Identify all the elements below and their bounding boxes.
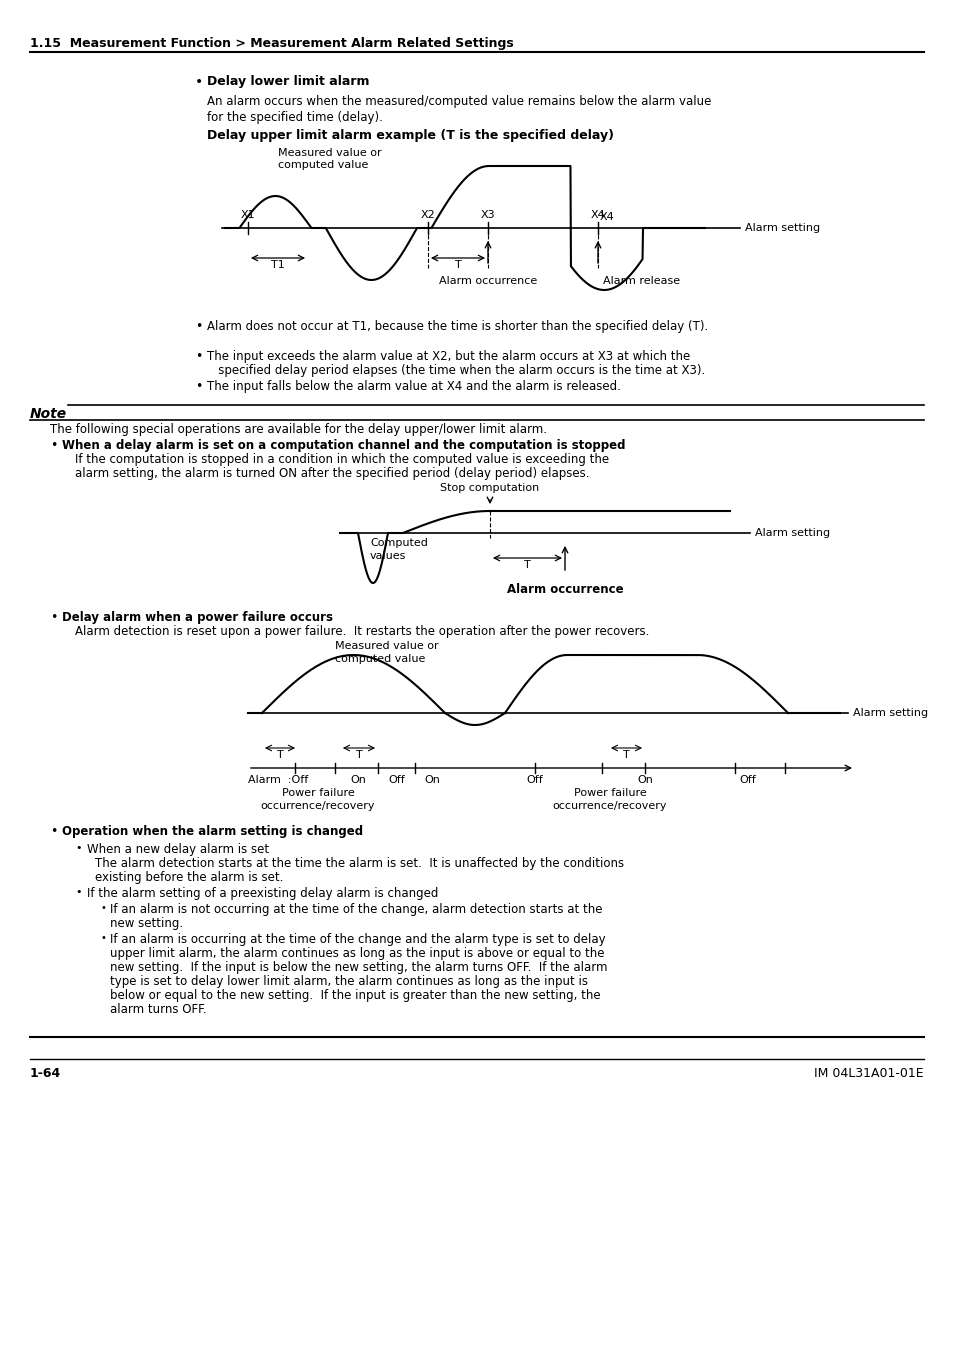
Text: 1.15  Measurement Function > Measurement Alarm Related Settings: 1.15 Measurement Function > Measurement … [30,36,514,50]
Text: Alarm setting: Alarm setting [754,528,829,538]
Text: X3: X3 [480,209,495,220]
Text: When a new delay alarm is set: When a new delay alarm is set [87,843,269,857]
Text: If the alarm setting of a preexisting delay alarm is changed: If the alarm setting of a preexisting de… [87,888,438,900]
Text: Alarm setting: Alarm setting [852,708,927,717]
Text: Alarm occurrence: Alarm occurrence [506,584,622,596]
Text: •: • [100,934,106,943]
Text: new setting.: new setting. [110,917,183,929]
Text: Delay lower limit alarm: Delay lower limit alarm [207,76,369,88]
Text: An alarm occurs when the measured/computed value remains below the alarm value: An alarm occurs when the measured/comput… [207,95,711,108]
Text: Delay upper limit alarm example (T is the specified delay): Delay upper limit alarm example (T is th… [207,128,614,142]
Text: Alarm setting: Alarm setting [744,223,820,232]
Text: Alarm  :Off: Alarm :Off [248,775,308,785]
Text: If the computation is stopped in a condition in which the computed value is exce: If the computation is stopped in a condi… [75,453,608,466]
Text: Power failure: Power failure [573,788,646,798]
Text: •: • [100,902,106,913]
Text: T: T [455,259,461,270]
Text: T: T [622,750,629,761]
Text: T: T [355,750,362,761]
Text: computed value: computed value [335,654,425,663]
Text: On: On [637,775,652,785]
Text: alarm setting, the alarm is turned ON after the specified period (delay period) : alarm setting, the alarm is turned ON af… [75,467,589,480]
Text: X4: X4 [599,212,614,222]
Text: •: • [194,350,202,363]
Text: The alarm detection starts at the time the alarm is set.  It is unaffected by th: The alarm detection starts at the time t… [95,857,623,870]
Text: specified delay period elapses (the time when the alarm occurs is the time at X3: specified delay period elapses (the time… [207,363,704,377]
Text: for the specified time (delay).: for the specified time (delay). [207,111,382,124]
Text: T: T [523,561,530,570]
Text: alarm turns OFF.: alarm turns OFF. [110,1002,207,1016]
Text: IM 04L31A01-01E: IM 04L31A01-01E [814,1067,923,1079]
Text: X2: X2 [420,209,435,220]
Text: new setting.  If the input is below the new setting, the alarm turns OFF.  If th: new setting. If the input is below the n… [110,961,607,974]
Text: Computed: Computed [370,538,428,549]
Text: On: On [424,775,439,785]
Text: Off: Off [526,775,543,785]
Text: values: values [370,551,406,561]
Text: Alarm release: Alarm release [602,276,679,286]
Text: If an alarm is not occurring at the time of the change, alarm detection starts a: If an alarm is not occurring at the time… [110,902,602,916]
Text: occurrence/recovery: occurrence/recovery [552,801,666,811]
Text: Operation when the alarm setting is changed: Operation when the alarm setting is chan… [62,825,363,838]
Text: Measured value or: Measured value or [335,640,438,651]
Text: Measured value or: Measured value or [277,149,381,158]
Text: Alarm occurrence: Alarm occurrence [438,276,537,286]
Text: •: • [75,888,81,897]
Text: If an alarm is occurring at the time of the change and the alarm type is set to : If an alarm is occurring at the time of … [110,934,605,946]
Text: Delay alarm when a power failure occurs: Delay alarm when a power failure occurs [62,611,333,624]
Text: •: • [194,380,202,393]
Text: T1: T1 [271,259,285,270]
Text: •: • [50,611,57,624]
Text: •: • [194,320,202,332]
Text: •: • [75,843,81,852]
Text: •: • [50,825,57,838]
Text: The input falls below the alarm value at X4 and the alarm is released.: The input falls below the alarm value at… [207,380,620,393]
Text: X1: X1 [240,209,255,220]
Text: Off: Off [739,775,756,785]
Text: Alarm detection is reset upon a power failure.  It restarts the operation after : Alarm detection is reset upon a power fa… [75,626,649,638]
Text: On: On [350,775,366,785]
Text: Power failure: Power failure [281,788,354,798]
Text: When a delay alarm is set on a computation channel and the computation is stoppe: When a delay alarm is set on a computati… [62,439,625,453]
Text: The following special operations are available for the delay upper/lower limit a: The following special operations are ava… [50,423,546,436]
Text: below or equal to the new setting.  If the input is greater than the new setting: below or equal to the new setting. If th… [110,989,600,1002]
Text: T: T [276,750,283,761]
Text: Stop computation: Stop computation [440,484,539,493]
Text: upper limit alarm, the alarm continues as long as the input is above or equal to: upper limit alarm, the alarm continues a… [110,947,604,961]
Text: 1-64: 1-64 [30,1067,61,1079]
Text: existing before the alarm is set.: existing before the alarm is set. [95,871,283,884]
Text: •: • [194,76,203,89]
Text: X4: X4 [590,209,605,220]
Text: Alarm does not occur at T1, because the time is shorter than the specified delay: Alarm does not occur at T1, because the … [207,320,707,332]
Text: •: • [50,439,57,453]
Text: computed value: computed value [277,159,368,170]
Text: type is set to delay lower limit alarm, the alarm continues as long as the input: type is set to delay lower limit alarm, … [110,975,587,988]
Text: Off: Off [388,775,405,785]
Text: The input exceeds the alarm value at X2, but the alarm occurs at X3 at which the: The input exceeds the alarm value at X2,… [207,350,690,363]
Text: Note: Note [30,407,67,422]
Text: occurrence/recovery: occurrence/recovery [260,801,375,811]
